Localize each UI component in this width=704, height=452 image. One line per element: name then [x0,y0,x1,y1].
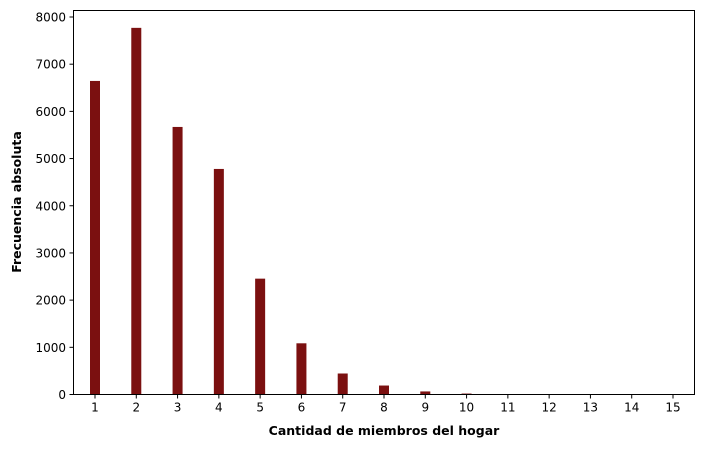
y-axis-label: Frecuencia absoluta [9,131,24,273]
x-tick-label: 2 [132,401,140,415]
bar-1 [90,81,100,395]
x-tick-label: 5 [256,401,264,415]
x-tick-label: 14 [624,401,639,415]
y-tick-label: 2000 [35,294,66,308]
y-tick-label: 5000 [35,152,66,166]
bar-2 [131,28,141,395]
bar-7 [338,374,348,395]
y-tick-label: 4000 [35,199,66,213]
x-tick-label: 15 [665,401,680,415]
y-tick-label: 1000 [35,341,66,355]
x-tick-label: 11 [500,401,515,415]
y-tick-label: 6000 [35,105,66,119]
y-tick-label: 7000 [35,58,66,72]
y-tick-label: 3000 [35,246,66,260]
x-axis-label: Cantidad de miembros del hogar [269,423,500,438]
y-tick-label: 0 [58,388,66,402]
x-tick-label: 4 [215,401,223,415]
x-tick-label: 6 [298,401,306,415]
x-tick-label: 8 [380,401,388,415]
bar-3 [173,127,183,395]
x-tick-label: 1 [91,401,99,415]
x-tick-label: 9 [421,401,429,415]
bar-8 [379,386,389,395]
x-tick-label: 7 [339,401,347,415]
y-tick-label: 8000 [35,11,66,25]
x-tick-label: 13 [583,401,598,415]
x-tick-label: 12 [542,401,557,415]
x-tick-label: 3 [174,401,182,415]
plot-frame [74,11,695,395]
x-tick-label: 10 [459,401,474,415]
bar-5 [255,279,265,395]
bar-6 [296,343,306,394]
bar-4 [214,169,224,395]
